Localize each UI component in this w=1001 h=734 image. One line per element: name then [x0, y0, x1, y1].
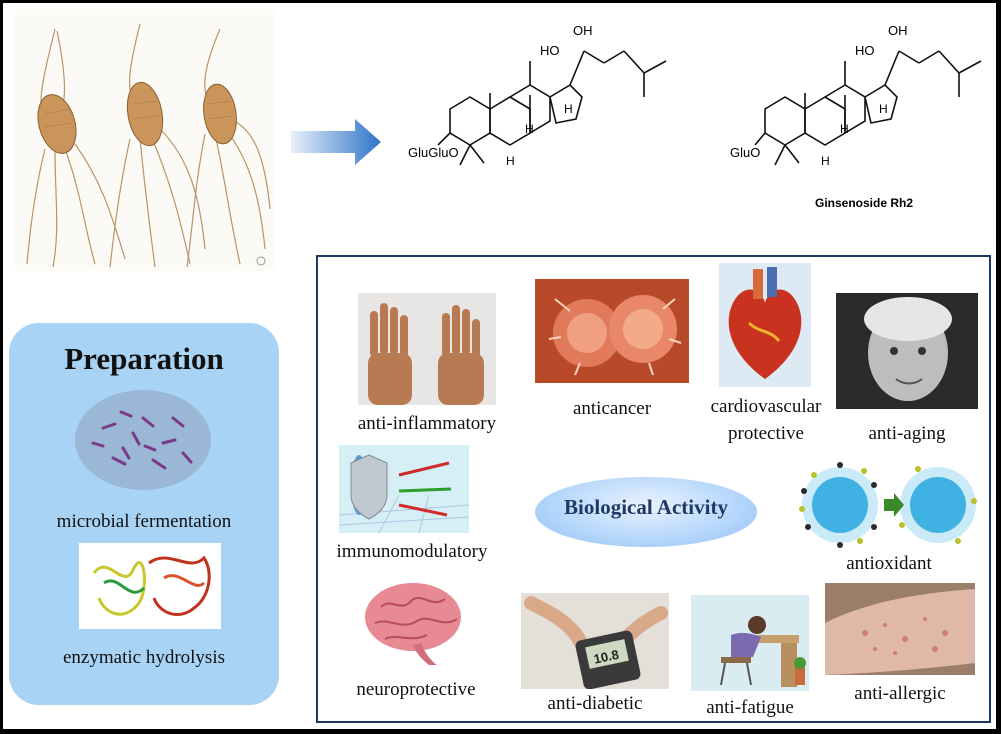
activity-anti-diabetic: anti-diabetic [547, 693, 643, 714]
preparation-title: Preparation [64, 341, 224, 376]
activity-anti-inflammatory: anti-inflammatory [357, 413, 497, 434]
arrow-right-icon [884, 493, 904, 517]
rg3-h-3: H [506, 154, 515, 168]
allergy-skin-image [825, 583, 975, 675]
rh2-h-2: H [879, 102, 888, 116]
ginseng-roots-image [15, 9, 275, 271]
method-microbial-fermentation: microbial fermentation [56, 511, 232, 532]
preparation-panel [9, 323, 279, 705]
activity-anticancer: anticancer [572, 398, 652, 419]
cancer-cell-image [535, 279, 689, 383]
rh2-structure: OH HO GluO H H H Ginsenoside Rh2 [730, 23, 982, 210]
activity-cardiovascular-line2: protective [728, 423, 804, 444]
magnifier-icon [256, 256, 266, 266]
activity-cardiovascular-line1: cardiovascular [710, 396, 822, 417]
glucometer-image: 10.8 [521, 593, 669, 689]
rh2-h-1: H [840, 122, 849, 136]
activity-anti-allergic: anti-allergic [854, 683, 946, 704]
rg3-oh-top: OH [573, 23, 593, 38]
bacteria-image [75, 390, 211, 490]
activity-anti-fatigue: anti-fatigue [706, 697, 794, 718]
activity-immunomodulatory: immunomodulatory [336, 541, 488, 562]
activity-neuroprotective: neuroprotective [356, 679, 476, 700]
glucometer-reading: 10.8 [592, 647, 620, 667]
biological-activity-panel [316, 255, 991, 723]
rg3-ho-side: HO [540, 43, 560, 58]
right-arrow-icon [291, 119, 381, 165]
elderly-woman-image [836, 293, 978, 409]
immune-shield-image [339, 445, 469, 533]
heart-image [719, 263, 811, 387]
enzyme-structure-image [79, 543, 221, 629]
biological-activity-title: Biological Activity [564, 495, 728, 519]
brain-image [365, 583, 461, 665]
method-enzymatic-hydrolysis: enzymatic hydrolysis [63, 647, 225, 668]
fatigue-image [691, 595, 809, 691]
rh2-ho-side: HO [855, 43, 875, 58]
antioxidant-cells-image [799, 462, 977, 548]
figure-canvas: OH HO GluGluO H H H Ginsenoside Rg3 OH H… [3, 3, 996, 729]
activity-anti-aging: anti-aging [868, 423, 946, 444]
rh2-name: Ginsenoside Rh2 [815, 196, 913, 210]
activity-antioxidant: antioxidant [846, 553, 932, 574]
rg3-h-2: H [564, 102, 573, 116]
rg3-structure: OH HO GluGluO H H H Ginsenoside Rg3 [408, 23, 667, 168]
inflamed-hands-image [358, 293, 496, 405]
biological-activity-ellipse [535, 477, 757, 547]
rh2-oh-top: OH [888, 23, 908, 38]
rg3-sugar: GluGluO [408, 145, 459, 160]
rh2-sugar: GluO [730, 145, 760, 160]
rg3-h-1: H [525, 122, 534, 136]
rh2-h-3: H [821, 154, 830, 168]
